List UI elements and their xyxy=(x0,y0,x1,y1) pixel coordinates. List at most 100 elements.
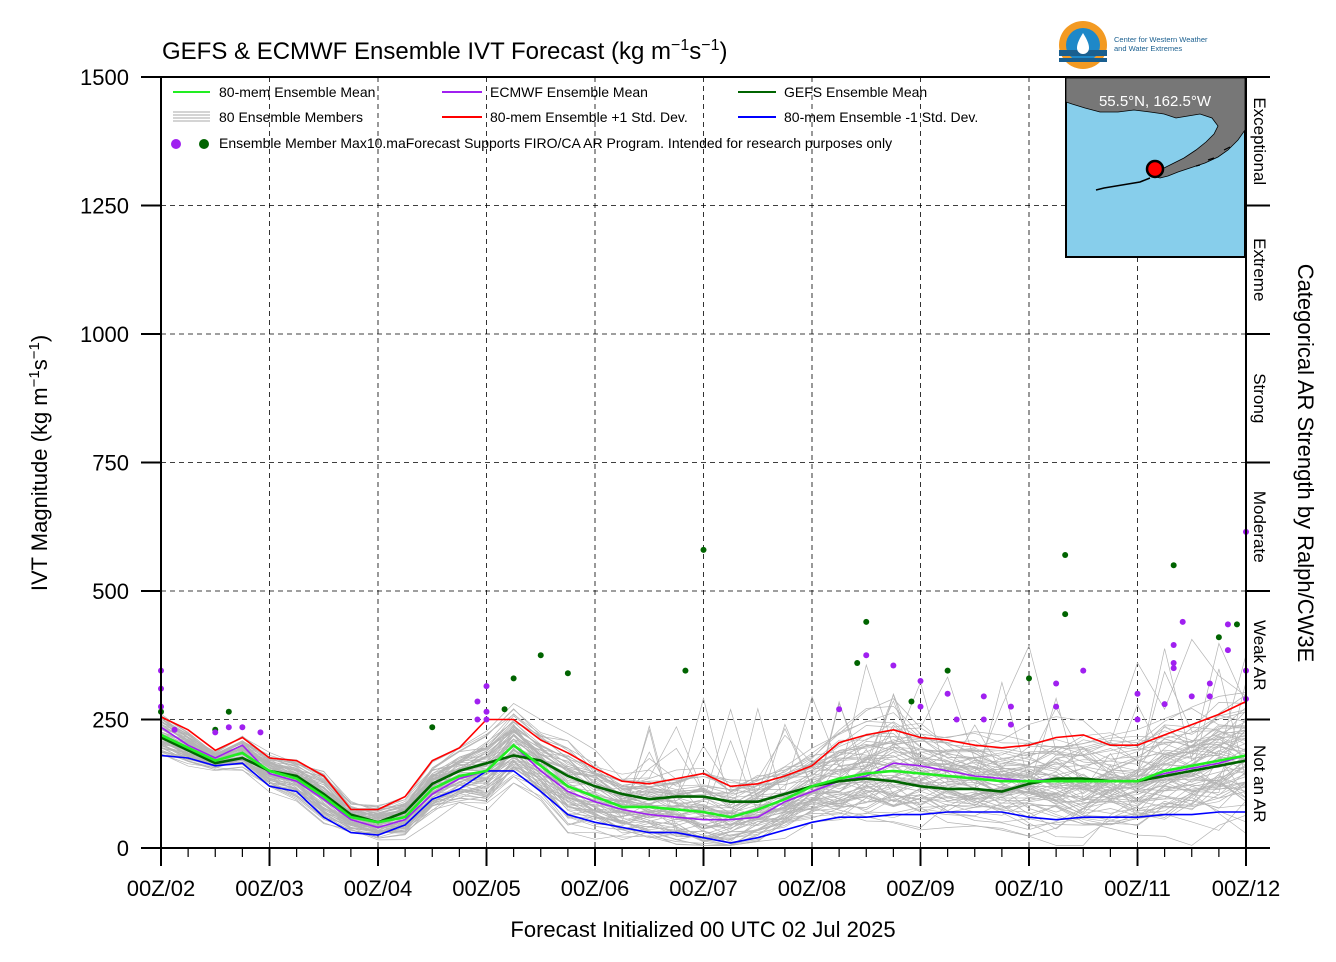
x-tick-label: 00Z/11 xyxy=(1104,876,1171,901)
location-marker-icon xyxy=(1145,159,1165,179)
gefs-max-point xyxy=(700,546,707,553)
ecmwf-max-point xyxy=(1188,693,1195,700)
mean-line xyxy=(160,733,1247,824)
ensemble-member-line xyxy=(160,644,1247,819)
category-label: Moderate xyxy=(1250,491,1269,563)
ecmwf-max-point xyxy=(944,690,951,697)
ecmwf-max-point xyxy=(1161,701,1168,708)
gefs-max-point xyxy=(564,670,571,677)
gefs-mean-line xyxy=(160,736,1247,824)
ecmwf-max-point xyxy=(257,729,264,736)
legend-swatch-members xyxy=(173,111,210,122)
gefs-max-point xyxy=(854,659,861,666)
legend-label-minus-sd: 80-mem Ensemble -1 Std. Dev. xyxy=(784,109,978,125)
ecmwf-max-point xyxy=(1224,647,1231,654)
ecmwf-max-point xyxy=(1179,618,1186,625)
x-tick-label: 00Z/04 xyxy=(344,876,413,901)
right-axis-label: Categorical AR Strength by Ralph/CW3E xyxy=(1293,264,1318,663)
landmass xyxy=(1065,77,1246,179)
ensemble-member-line xyxy=(160,697,1247,834)
inset-map: 55.5°N, 162.5°W xyxy=(1065,77,1246,258)
ecmwf-max-point xyxy=(212,729,219,736)
ecmwf-max-point xyxy=(1134,690,1141,697)
ecmwf-max-point xyxy=(474,716,481,723)
ecmwf-max-point xyxy=(1170,641,1177,648)
logo-text-line1: Center for Western Weather xyxy=(1114,35,1208,44)
ecmwf-max-point xyxy=(1007,703,1014,710)
legend-dot-gefs-max xyxy=(199,139,209,149)
legend-label-ecmwf: ECMWF Ensemble Mean xyxy=(490,84,648,100)
ecmwf-max-point xyxy=(890,662,897,669)
ensemble-member-line xyxy=(160,743,1247,837)
y-tick-label: 500 xyxy=(92,579,129,604)
ensemble-member-line xyxy=(160,739,1247,834)
x-tick-label: 00Z/08 xyxy=(778,876,847,901)
gefs-max-point xyxy=(429,724,436,731)
legend-dot-ecmwf-max xyxy=(171,139,181,149)
gefs-max-point xyxy=(537,652,544,659)
x-tick-label: 00Z/07 xyxy=(669,876,738,901)
chart-title: GEFS & ECMWF Ensemble IVT Forecast (kg m… xyxy=(162,37,728,65)
ensemble-member-line xyxy=(160,709,1247,817)
gefs-max-point xyxy=(1170,562,1177,569)
cw3e-logo: Center for Western Weather and Water Ext… xyxy=(1059,21,1208,69)
gefs-max-point xyxy=(225,708,232,715)
category-label: Weak AR xyxy=(1250,620,1269,691)
gefs-max-point xyxy=(1062,552,1069,559)
ecmwf-max-point xyxy=(1206,693,1213,700)
minus-sd-line xyxy=(160,754,1246,844)
ecmwf-max-point xyxy=(1080,667,1087,674)
category-label: Strong xyxy=(1250,373,1269,423)
y-tick-label: 0 xyxy=(117,836,129,861)
gefs-max-point xyxy=(682,667,689,674)
ecmwf-max-point xyxy=(1170,665,1177,672)
axes: 0 250 500 750 1000 1250 1500 00Z/02 00Z/03 00Z/04… xyxy=(80,65,1280,901)
ecmwf-max-point xyxy=(1206,680,1213,687)
x-tick-label: 00Z/03 xyxy=(235,876,304,901)
ensemble-member-line xyxy=(160,708,1247,816)
ecmwf-max-point xyxy=(1053,703,1060,710)
y-tick-label: 1250 xyxy=(80,194,129,219)
y-tick-label: 1500 xyxy=(80,65,129,90)
ecmwf-max-point xyxy=(1053,680,1060,687)
logo-text-line2: and Water Extremes xyxy=(1114,44,1182,53)
legend-label-members: 80 Ensemble Members xyxy=(219,109,363,125)
x-tick-label: 00Z/10 xyxy=(995,876,1064,901)
inset-location-label: 55.5°N, 162.5°W xyxy=(1099,93,1212,110)
series-group xyxy=(160,700,1247,844)
legend-label-max: Ensemble Member Max10.maForecast Support… xyxy=(219,135,892,151)
category-label: Exceptional xyxy=(1250,97,1269,185)
ecmwf-max-point xyxy=(483,716,490,723)
x-tick-label: 00Z/05 xyxy=(452,876,521,901)
ecmwf-max-point xyxy=(171,726,178,733)
gefs-max-point xyxy=(501,706,508,713)
ecmwf-max-point xyxy=(239,724,246,731)
gefs-max-point xyxy=(1215,634,1222,641)
legend-label-plus-sd: 80-mem Ensemble +1 Std. Dev. xyxy=(490,109,688,125)
y-tick-label: 750 xyxy=(92,451,129,476)
ecmwf-max-point xyxy=(980,716,987,723)
x-axis-label: Forecast Initialized 00 UTC 02 Jul 2025 xyxy=(510,917,895,942)
ensemble-member-line xyxy=(160,754,1247,846)
gefs-max-point xyxy=(1026,675,1032,682)
x-tick-label: 00Z/09 xyxy=(886,876,955,901)
gefs-max-point xyxy=(863,618,870,625)
y-tick-label: 1000 xyxy=(80,322,129,347)
ensemble-member-line xyxy=(160,736,1247,832)
category-label: Not an AR xyxy=(1250,745,1269,823)
legend-label-mean: 80-mem Ensemble Mean xyxy=(219,84,375,100)
ecmwf-max-point xyxy=(1170,659,1177,666)
ecmwf-max-point xyxy=(980,693,987,700)
ecmwf-max-point xyxy=(917,677,924,684)
plus-sd-line xyxy=(160,700,1247,811)
ecmwf-max-point xyxy=(953,716,960,723)
ecmwf-max-point xyxy=(483,683,490,690)
x-tick-label: 00Z/02 xyxy=(127,876,196,901)
droplet-icon xyxy=(1077,33,1089,54)
legend-label-gefs: GEFS Ensemble Mean xyxy=(784,84,927,100)
y-tick-label: 250 xyxy=(92,708,129,733)
ecmwf-max-point xyxy=(836,706,843,713)
ecmwf-max-point xyxy=(1224,621,1231,628)
ensemble-member-line xyxy=(160,692,1247,817)
